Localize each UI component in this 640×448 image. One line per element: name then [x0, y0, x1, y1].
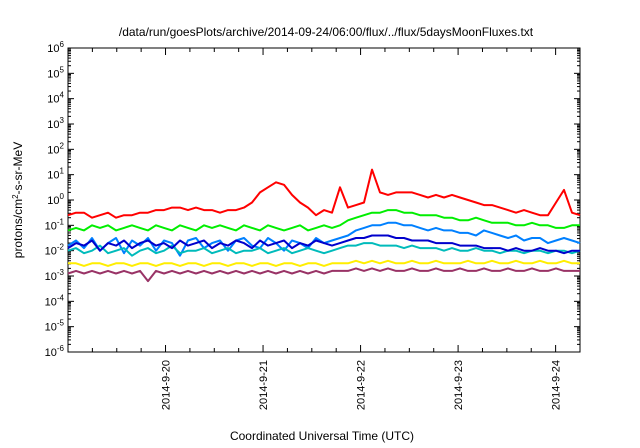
y-tick-label: 100: [47, 192, 64, 207]
y-tick-label: 10-2: [45, 243, 65, 258]
series-lines: [67, 168, 581, 283]
x-axis-label: Coordinated Universal Time (UTC): [230, 429, 414, 443]
series-line-teal: [67, 242, 581, 257]
x-tick-label: 2014-9-21: [258, 360, 270, 410]
x-tick-label: 2014-9-20: [161, 360, 173, 410]
series-line-purple: [67, 267, 580, 283]
series-line-yellow: [68, 259, 580, 267]
y-tick-label: 101: [47, 167, 64, 182]
x-tick-label: 2014-9-24: [551, 360, 563, 410]
y-tick-label: 104: [47, 91, 64, 106]
x-tick-label: 2014-9-22: [356, 360, 368, 410]
series-line-dark-blue: [67, 234, 580, 255]
plot-area: [67, 47, 581, 353]
x-axis: 2014-9-20 2014-9-21 2014-9-22 2014-9-23 2014…: [91, 48, 563, 410]
plot-frame: [67, 47, 581, 353]
series-line-green: [67, 209, 580, 232]
series-line-red: [67, 168, 581, 219]
y-tick-label: 103: [47, 116, 64, 131]
y-tick-label: 10-5: [45, 319, 65, 334]
y-tick-label: 10-4: [45, 293, 65, 308]
y-tick-label: 102: [47, 141, 64, 156]
y-axis: 10-6 10-5 10-4 10-3 10-2 10-1 100 101 102 103 104 1…: [45, 40, 580, 359]
y-tick-label: 106: [47, 40, 64, 55]
y-axis-label: protons/cm2-s-sr-MeV: [11, 142, 25, 258]
x-tick-label: 2014-9-23: [453, 360, 465, 410]
y-tick-label: 10-1: [45, 217, 65, 232]
y-tick-label: 10-3: [45, 268, 65, 283]
series-line-light-blue: [67, 221, 581, 257]
y-tick-label: 10-6: [45, 344, 65, 359]
chart-title: /data/run/goesPlots/archive/2014-09-24/0…: [119, 25, 534, 39]
y-tick-label: 105: [47, 65, 64, 80]
